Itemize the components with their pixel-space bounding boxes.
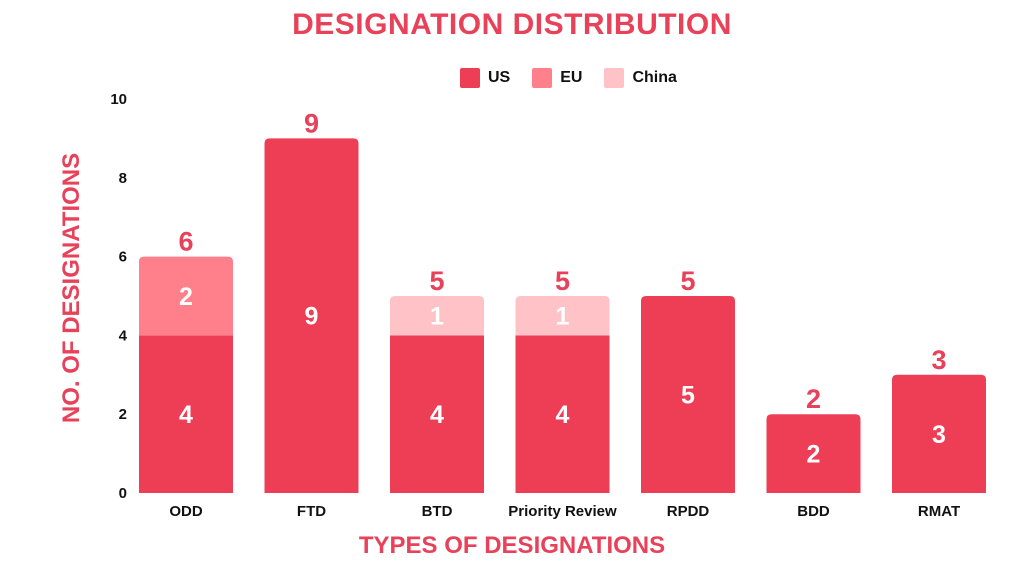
bar-segment-priority-review-us — [515, 335, 610, 493]
legend-item-us: US — [460, 68, 510, 88]
bar-segment-odd-us — [139, 335, 233, 493]
bar-value-label: 4 — [556, 401, 570, 429]
legend-swatch-china — [604, 68, 625, 88]
bar-value-label: 2 — [179, 283, 193, 311]
bar-value-label: 1 — [556, 303, 570, 331]
y-tick-label: 10 — [110, 91, 127, 108]
bar-total-label: 5 — [555, 266, 570, 296]
bar-segment-rmat-us — [892, 374, 986, 493]
bar-total-label: 6 — [178, 227, 193, 257]
bar-value-label: 5 — [681, 382, 695, 410]
legend-swatch-eu — [532, 68, 553, 88]
bar-segment-rpdd-us — [641, 296, 735, 493]
legend-label-china: China — [632, 69, 677, 86]
y-tick-label: 6 — [119, 249, 127, 266]
bar-segment-btd-us — [390, 335, 484, 493]
bar-segment-ftd-us — [264, 138, 359, 493]
bar-segment-odd-eu — [139, 256, 233, 336]
y-tick-label: 8 — [119, 170, 127, 187]
chart-title: DESIGNATION DISTRIBUTION — [292, 8, 732, 41]
bar-total-label: 5 — [429, 266, 444, 296]
bar-total-label: 9 — [304, 108, 319, 138]
y-tick-label: 0 — [119, 485, 127, 502]
x-tick-label: BTD — [422, 503, 453, 520]
bar-value-label: 2 — [807, 441, 821, 469]
legend-swatch-us — [460, 68, 480, 88]
bar-segment-btd-china — [390, 296, 484, 336]
x-tick-label: FTD — [297, 503, 326, 520]
x-tick-label: Priority Review — [508, 503, 617, 520]
bar-total-label: 3 — [931, 345, 946, 375]
bar-total-label: 5 — [680, 266, 695, 296]
legend-item-eu: EU — [532, 68, 582, 88]
bar-segment-priority-review-china — [515, 296, 610, 336]
bar-total-label: 2 — [806, 384, 821, 414]
bar-value-label: 4 — [179, 401, 193, 429]
legend-label-us: US — [488, 69, 511, 86]
bar-value-label: 4 — [430, 401, 444, 429]
bar-value-label: 3 — [932, 421, 946, 449]
x-axis-label: TYPES OF DESIGNATIONS — [358, 532, 666, 559]
legend-label-eu: EU — [560, 69, 583, 86]
y-tick-label: 4 — [119, 327, 128, 344]
x-tick-label: RMAT — [918, 503, 960, 520]
bar-value-label: 9 — [305, 303, 319, 331]
bar-segment-bdd-us — [766, 414, 861, 493]
legend-item-china: China — [604, 68, 677, 88]
x-tick-label: RPDD — [667, 503, 710, 520]
bar-value-label: 1 — [430, 303, 444, 331]
legend: US EU China — [460, 68, 677, 88]
x-tick-label: ODD — [169, 503, 203, 520]
x-tick-label: BDD — [797, 503, 830, 520]
y-tick-label: 2 — [119, 406, 127, 423]
